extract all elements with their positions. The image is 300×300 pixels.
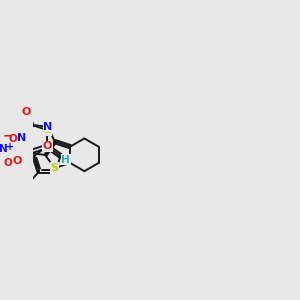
Text: O: O	[4, 158, 12, 168]
Text: O: O	[43, 141, 52, 151]
Text: S: S	[51, 163, 58, 173]
Text: N: N	[44, 122, 52, 132]
Text: O: O	[13, 156, 22, 166]
Text: H: H	[61, 155, 70, 165]
Text: O: O	[9, 134, 17, 144]
Text: N: N	[0, 145, 8, 154]
Text: +: +	[6, 142, 14, 152]
Text: −: −	[3, 130, 13, 143]
Text: N: N	[17, 133, 27, 143]
Text: S: S	[43, 125, 51, 135]
Text: O: O	[21, 107, 31, 117]
